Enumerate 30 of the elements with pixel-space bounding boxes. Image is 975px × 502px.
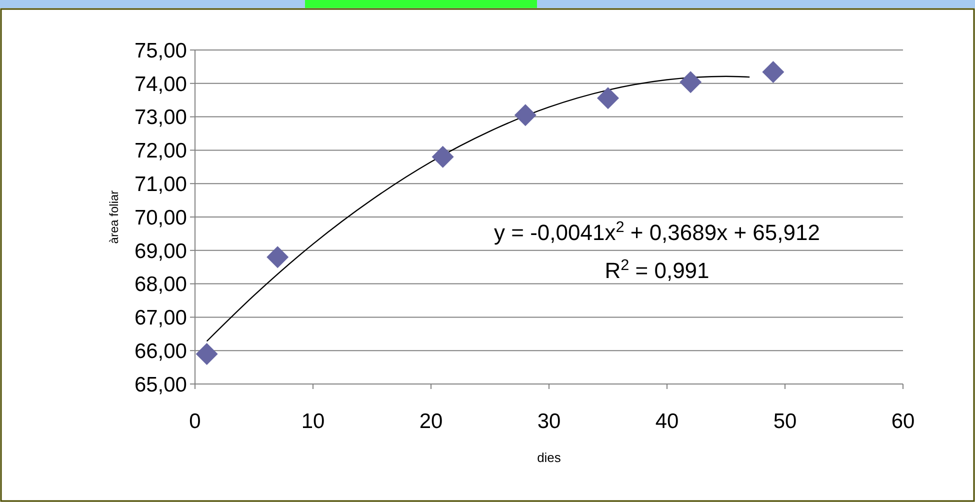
annotation: R$^{2}$ = 0,991 — [604, 256, 710, 283]
point — [432, 146, 454, 168]
point — [597, 87, 619, 110]
x-tick-label: 30 — [537, 410, 561, 433]
point — [680, 71, 702, 94]
point — [196, 342, 218, 365]
x-tick-label: 20 — [419, 410, 443, 433]
annotation: y = -0,0041x$^{2}$ + 0,3689x + 65,912 — [494, 218, 820, 245]
x-tick-label: 40 — [655, 410, 679, 433]
x-tick-label: 60 — [891, 410, 915, 433]
y-tick-label: 73,00 — [134, 106, 187, 130]
point — [514, 104, 536, 126]
point — [266, 246, 289, 268]
y-tick-label: 67,00 — [134, 306, 187, 330]
y-tick-label: 69,00 — [134, 240, 187, 263]
y-tick-label: 68,00 — [134, 273, 187, 296]
y-tick-label: 75,00 — [134, 39, 187, 62]
x-tick-label: 10 — [301, 410, 325, 433]
point — [762, 61, 784, 84]
x-tick-label: 50 — [773, 410, 797, 433]
x-tick-label: 0 — [189, 410, 201, 433]
y-tick-label: 72,00 — [134, 140, 187, 163]
y-axis-title: àrea foliar — [107, 190, 121, 244]
line-series — [206, 76, 750, 342]
y-tick-label: 65,00 — [134, 373, 187, 396]
y-tick-label: 70,00 — [134, 206, 187, 230]
x-axis-title: dies — [537, 450, 562, 465]
y-tick-label: 66,00 — [134, 340, 187, 363]
y-tick-label: 74,00 — [134, 72, 187, 96]
y-tick-label: 71,00 — [134, 172, 187, 196]
